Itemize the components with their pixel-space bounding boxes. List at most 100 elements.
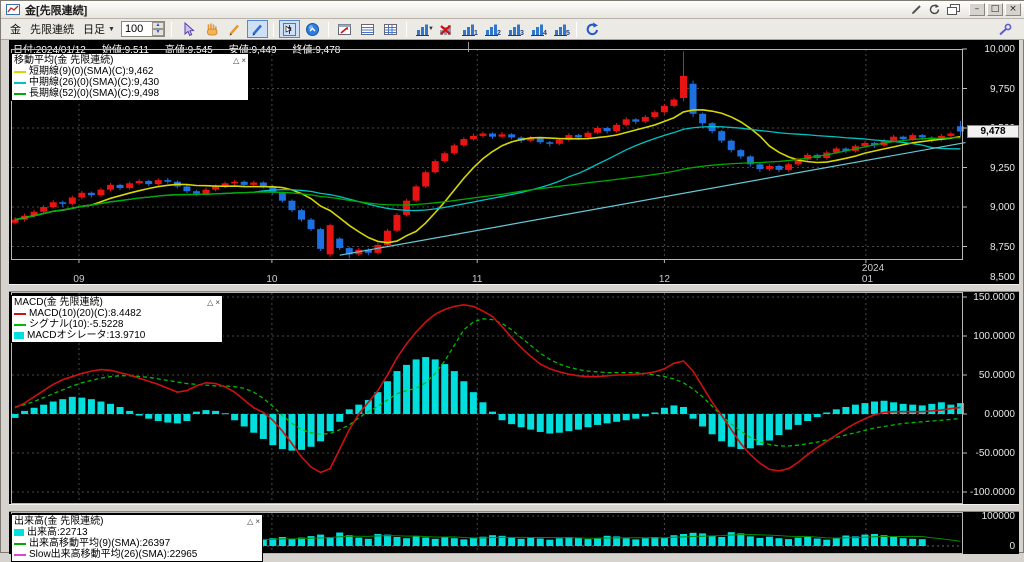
- main-y-axis-label: 9,250: [989, 162, 1015, 174]
- draw-pen-tool[interactable]: [246, 20, 268, 38]
- app-chart-icon: [5, 3, 21, 16]
- contract-label: 先限連続: [30, 24, 74, 36]
- preset-number: 3: [520, 30, 524, 37]
- indicator-preset-3-tool[interactable]: 3: [504, 20, 525, 38]
- chevron-down-icon: ▼: [427, 26, 434, 32]
- legend-item: Slow出来高移動平均(26)(SMA):22965: [14, 549, 260, 560]
- series-line-swatch: [14, 312, 26, 315]
- macd-y-axis-label: -50.0000: [975, 448, 1015, 459]
- legend-item: 出来高移動平均(9)(SMA):26397: [14, 538, 260, 549]
- settings-wrench-icon[interactable]: [994, 20, 1015, 38]
- toolbar-separator: [170, 21, 172, 37]
- x-axis-month-label: 10: [266, 274, 278, 284]
- legend-item: MACDオシレータ:13.9710: [14, 330, 220, 341]
- x-axis-month-label: 09: [73, 274, 85, 284]
- maximize-button[interactable]: □: [987, 3, 1003, 16]
- series-line-swatch: [14, 323, 26, 326]
- pan-hand-tool[interactable]: [201, 20, 222, 38]
- series-line-swatch: [14, 553, 26, 556]
- macd-y-axis-label: 50.0000: [978, 370, 1015, 381]
- volume-y-axis-label: 0: [1009, 541, 1015, 552]
- toolbar-separator: [272, 21, 274, 37]
- volume-legend: 出来高(金 先限連続) △ × 出来高:22713 出来高移動平均(9)(SMA):26…: [11, 514, 263, 562]
- spin-up-icon[interactable]: ▲: [151, 22, 164, 29]
- legend-buttons: △ ×: [239, 517, 260, 526]
- scroll-latest-tool[interactable]: [302, 20, 323, 38]
- select-cursor-tool[interactable]: [178, 20, 199, 38]
- reload-chart-tool[interactable]: [582, 20, 603, 38]
- macd-plot[interactable]: [11, 292, 967, 504]
- preset-number: 4: [543, 30, 547, 37]
- indicator-preset-2-tool[interactable]: 2: [481, 20, 502, 38]
- minimize-button[interactable]: –: [969, 3, 985, 16]
- legend-close-icon[interactable]: ×: [215, 298, 220, 307]
- main-y-axis-label: 9,750: [989, 83, 1015, 95]
- legend-header: MACD(金 先限連続) △ ×: [14, 297, 220, 308]
- grid-dense-view-tool[interactable]: [380, 20, 401, 38]
- legend-item-label: MACD(10)(20)(C):8.4482: [29, 308, 142, 319]
- info-date: 日付:2024/01/12: [13, 45, 86, 56]
- new-chart-window-tool[interactable]: [334, 20, 355, 38]
- toolbar-separator: [327, 21, 329, 37]
- bar-count-spinner[interactable]: ▲ ▼: [120, 21, 165, 37]
- info-bar-divider: [468, 42, 469, 52]
- macd-y-axis-label: 0.0000: [984, 409, 1015, 420]
- x-axis-month-label: 11: [472, 274, 483, 284]
- refresh-icon[interactable]: [927, 3, 943, 16]
- info-high: 高値:9,545: [164, 45, 213, 56]
- legend-item-label: 長期線(52)(0)(SMA)(C):9,498: [29, 88, 160, 99]
- legend-item-label: 中期線(26)(0)(SMA)(C):9,430: [29, 77, 160, 88]
- series-line-swatch: [14, 542, 26, 545]
- legend-item: 短期線(9)(0)(SMA)(C):9,462: [14, 66, 246, 77]
- preset-number: 2: [497, 30, 501, 37]
- indicator-preset-1-tool[interactable]: 1: [458, 20, 479, 38]
- legend-close-icon[interactable]: ×: [241, 56, 246, 65]
- indicator-menu-tool[interactable]: ▼: [412, 20, 434, 38]
- legend-header: 出来高(金 先限連続) △ ×: [14, 516, 260, 527]
- panel-separator[interactable]: [9, 504, 1019, 512]
- grid-view-tool[interactable]: [357, 20, 378, 38]
- legend-item: 長期線(52)(0)(SMA)(C):9,498: [14, 88, 246, 99]
- indicator-preset-4-tool[interactable]: 4: [527, 20, 548, 38]
- x-axis-month-label: 12: [659, 274, 671, 284]
- close-button[interactable]: ×: [1005, 3, 1021, 16]
- series-line-swatch: [14, 92, 26, 95]
- toolbar: 金 先限連続 日足 ▼ ▲ ▼ ▼ 1 2 3 4 5: [1, 19, 1024, 40]
- timeframe-dropdown[interactable]: 日足 ▼: [80, 21, 118, 37]
- panel-separator[interactable]: [9, 284, 1019, 292]
- bar-count-input[interactable]: [121, 22, 152, 36]
- main-y-axis-label: 10,000: [984, 44, 1015, 55]
- legend-item-label: Slow出来高移動平均(26)(SMA):22965: [29, 549, 198, 560]
- chart-cursor-tool[interactable]: [278, 20, 300, 38]
- legend-item: シグナル(10):-5.5228: [14, 319, 220, 330]
- legend-close-icon[interactable]: ×: [255, 517, 260, 526]
- indicator-remove-tool[interactable]: [435, 20, 456, 38]
- moving-average-legend: 移動平均(金 先限連続) △ × 短期線(9)(0)(SMA)(C):9,462 中期線…: [11, 53, 249, 101]
- indicator-preset-5-tool[interactable]: 5: [550, 20, 571, 38]
- macd-y-axis-label: -100.0000: [969, 487, 1015, 498]
- draw-pencil-tool[interactable]: [224, 20, 245, 38]
- legend-title: 移動平均(金 先限連続): [14, 55, 114, 66]
- series-line-swatch: [14, 81, 26, 84]
- info-low: 安値:9,449: [228, 45, 277, 56]
- spin-down-icon[interactable]: ▼: [151, 29, 164, 36]
- cascade-windows-icon[interactable]: [945, 3, 961, 16]
- macd-y-axis-label: 150.0000: [973, 292, 1015, 303]
- edit-icon[interactable]: [909, 3, 925, 16]
- window-title: 金[先限連続]: [25, 4, 88, 17]
- legend-item-label: 出来高移動平均(9)(SMA):26397: [29, 538, 171, 549]
- legend-collapse-icon[interactable]: △: [207, 298, 214, 307]
- series-square-swatch: [14, 332, 24, 339]
- x-axis-year-label: 2024: [862, 263, 885, 274]
- toolbar-separator: [405, 21, 407, 37]
- info-open: 始値:9,511: [101, 45, 149, 56]
- title-bar[interactable]: 金[先限連続] – □ ×: [1, 1, 1024, 19]
- legend-item: 中期線(26)(0)(SMA)(C):9,430: [14, 77, 246, 88]
- legend-item: MACD(10)(20)(C):8.4482: [14, 308, 220, 319]
- toolbar-separator: [575, 21, 577, 37]
- series-line-swatch: [14, 70, 26, 73]
- legend-collapse-icon[interactable]: △: [233, 56, 240, 65]
- instrument-label: 金: [10, 24, 21, 36]
- legend-collapse-icon[interactable]: △: [247, 517, 254, 526]
